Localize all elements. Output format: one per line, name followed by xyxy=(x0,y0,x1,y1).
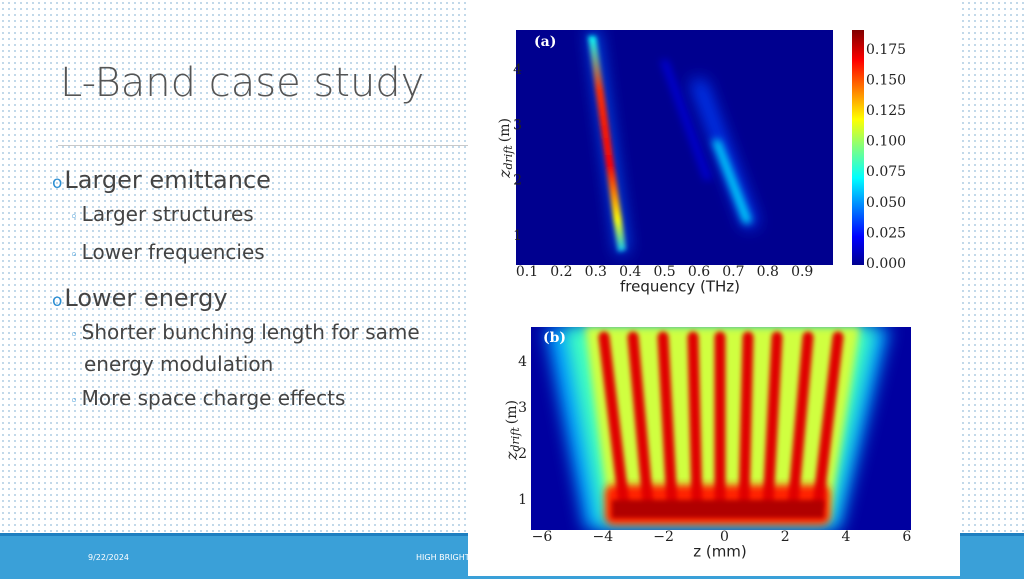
colorbar-tick-label: 0.125 xyxy=(866,103,906,119)
panel-label: (a) xyxy=(534,34,556,50)
footer-text: HIGH BRIGHT xyxy=(416,553,470,562)
colorbar xyxy=(852,30,864,265)
x-tick-label: 0.3 xyxy=(585,264,607,280)
bullet-text: Lower energy xyxy=(64,284,228,312)
x-tick-label: 0.7 xyxy=(722,264,744,280)
y-label-subscript: drift xyxy=(502,145,515,170)
x-axis-label: frequency (THz) xyxy=(620,278,740,296)
y-axis-label: zdrift (m) xyxy=(502,400,523,461)
sub-bullet-text: Shorter bunching length for same energy … xyxy=(81,320,420,376)
x-tick-label: 0.2 xyxy=(550,264,572,280)
sub-bullet: ◦ More space charge effects xyxy=(70,386,346,410)
footer-date: 9/22/2024 xyxy=(88,553,130,562)
y-tick-label: 4 xyxy=(513,62,522,78)
colorbar-tick-label: 0.100 xyxy=(866,134,906,150)
colorbar-tick-label: 0.025 xyxy=(866,225,906,241)
sub-bullet-text: More space charge effects xyxy=(81,386,346,410)
colorbar-tick-label: 0.175 xyxy=(866,42,906,58)
y-label-unit: (m) xyxy=(497,118,513,142)
y-tick-label: 3 xyxy=(513,117,522,133)
y-tick-label: 1 xyxy=(513,228,522,244)
sub-bullet-text: Larger structures xyxy=(81,202,254,226)
slide-title: L-Band case study xyxy=(60,60,425,106)
bullet-text: Larger emittance xyxy=(64,166,271,194)
x-tick-label: 0.1 xyxy=(516,264,538,280)
bullet-group: oLarger emittance ◦ Larger structures ◦ Lo… xyxy=(52,166,452,270)
colorbar-tick-label: 0.000 xyxy=(866,256,906,272)
x-tick-label: −4 xyxy=(592,529,613,545)
y-label-symbol: z xyxy=(502,451,521,461)
y-tick-label: 3 xyxy=(518,400,527,416)
y-tick-label: 2 xyxy=(513,173,522,189)
colorbar-tick-label: 0.150 xyxy=(866,72,906,88)
heatmap-b xyxy=(531,327,911,530)
x-tick-label: 0 xyxy=(720,529,729,545)
title-rule xyxy=(58,145,470,146)
x-tick-label: 0.4 xyxy=(619,264,641,280)
x-tick-label: 0.8 xyxy=(757,264,779,280)
sub-bullet: ◦ Larger structures xyxy=(70,202,254,226)
x-tick-label: −2 xyxy=(653,529,674,545)
x-tick-label: 2 xyxy=(781,529,790,545)
x-tick-label: 0.6 xyxy=(688,264,710,280)
y-axis-label: zdrift (m) xyxy=(495,118,516,179)
x-tick-label: 0.5 xyxy=(653,264,675,280)
x-tick-label: −6 xyxy=(532,529,553,545)
x-axis-label: z (mm) xyxy=(693,543,747,561)
colorbar-tick-label: 0.050 xyxy=(866,195,906,211)
x-tick-label: 0.9 xyxy=(791,264,813,280)
heatmap-a xyxy=(516,30,833,265)
colorbar-tick-label: 0.075 xyxy=(866,164,906,180)
y-tick-label: 1 xyxy=(518,492,527,508)
bullet-group: oLower energy ◦ Shorter bunching length f… xyxy=(52,284,452,416)
bullet: oLarger emittance xyxy=(52,166,271,194)
sub-bullet: ◦ Lower frequencies xyxy=(70,240,265,264)
bullet-list: oLarger emittance ◦ Larger structures ◦ Lo… xyxy=(52,166,452,430)
sub-bullet: ◦ Shorter bunching length for same energy… xyxy=(70,320,420,376)
panel-label: (b) xyxy=(543,330,566,346)
y-label-symbol: z xyxy=(495,169,514,179)
y-tick-label: 4 xyxy=(518,354,527,370)
sub-bullet-text: Lower frequencies xyxy=(81,240,265,264)
x-tick-label: 4 xyxy=(842,529,851,545)
y-label-subscript: drift xyxy=(509,427,522,452)
bullet: oLower energy xyxy=(52,284,228,312)
y-label-unit: (m) xyxy=(504,400,520,424)
x-tick-label: 6 xyxy=(902,529,911,545)
y-tick-label: 2 xyxy=(518,446,527,462)
